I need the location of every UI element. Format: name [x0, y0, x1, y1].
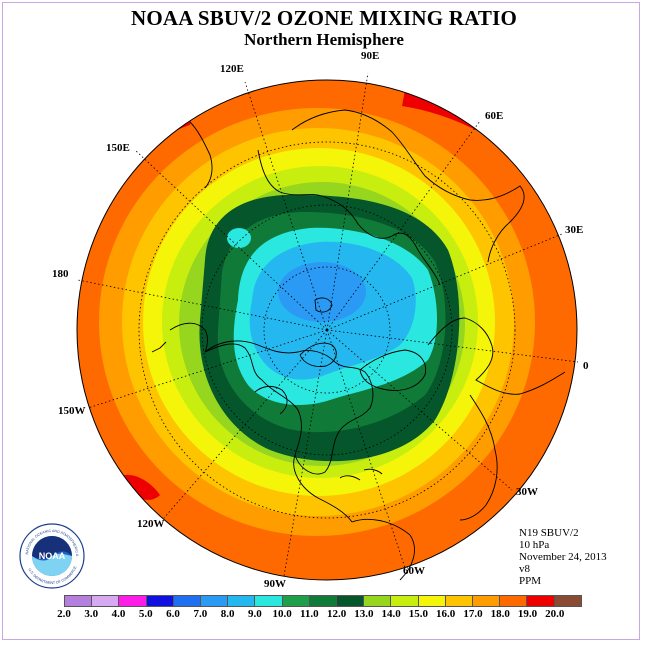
band-18-19-patch-120w — [118, 474, 160, 500]
colorbar-swatch — [445, 596, 474, 606]
coast-arctic-islands — [299, 297, 337, 367]
colorbar-tick-label: 3.0 — [84, 608, 99, 620]
lon-label-180: 180 — [52, 268, 69, 280]
colorbar-swatch — [146, 596, 174, 606]
map-subtitle: Northern Hemisphere — [244, 30, 404, 49]
colorbar-swatch — [309, 596, 338, 606]
colorbar-swatch — [364, 596, 392, 606]
colorbar-tick-label: 5.0 — [138, 608, 153, 620]
colorbar-tick-label: 19.0 — [517, 608, 538, 620]
lon-label-90e: 90E — [361, 50, 380, 62]
meridian-90e — [326, 72, 369, 331]
info-date: November 24, 2013 — [519, 551, 607, 563]
coast-south-america — [351, 518, 415, 581]
colorbar-swatch — [282, 596, 310, 606]
meridian-120w — [163, 329, 328, 519]
lon-label-150w: 150W — [58, 405, 86, 417]
graticule — [77, 72, 579, 577]
lon-label-30e: 30E — [565, 224, 584, 236]
coast-hudson-bay — [254, 385, 288, 415]
lon-label-60e: 60E — [485, 110, 504, 122]
colorbar-swatch — [201, 596, 229, 606]
colorbar-tick-label: 7.0 — [193, 608, 208, 620]
colorbar-tick-label: 17.0 — [463, 608, 483, 620]
lon-label-90w: 90W — [264, 578, 286, 590]
lon-label-30w: 30W — [516, 486, 538, 498]
cyan-blob — [227, 228, 251, 248]
lon-label-120e: 120E — [220, 63, 244, 75]
coast-alaska — [151, 322, 208, 353]
lon-label-0: 0 — [583, 360, 589, 372]
colorbar-tick-label: 16.0 — [436, 608, 456, 620]
lon-label-120w: 120W — [137, 518, 165, 530]
meridian-90w — [283, 329, 328, 577]
coast-asia — [291, 109, 525, 263]
colorbar-tick-label: 6.0 — [166, 608, 180, 620]
colorbar-tick-label: 15.0 — [408, 608, 429, 620]
colorbar-tick-label: 20.0 — [545, 608, 565, 620]
info-level: 10 hPa — [519, 539, 550, 551]
colorbar-swatch — [391, 596, 419, 606]
colorbar-swatch — [65, 596, 93, 606]
colorbar-tick-label: 12.0 — [327, 608, 347, 620]
info-instrument: N19 SBUV/2 — [519, 527, 579, 539]
lat-circle-70 — [263, 266, 391, 394]
noaa-logo: NOAA NATIONAL OCEANIC AND ATMOSPHERIC AD… — [18, 522, 85, 589]
coast-africa — [459, 394, 498, 521]
lat-circle-30 — [138, 141, 516, 519]
colorbar-swatch — [173, 596, 202, 606]
coast-greenland — [359, 349, 427, 391]
coast-north-america — [204, 340, 374, 475]
colorbar-swatch — [554, 596, 581, 606]
coast-siberia — [257, 149, 441, 286]
colorbar-tick-label: 2.0 — [57, 608, 71, 620]
meridian-60w — [326, 329, 406, 569]
colorbar-swatch — [500, 596, 528, 606]
colorbar-tick-label: 8.0 — [220, 608, 235, 620]
colorbar-tick-label: 11.0 — [300, 608, 319, 620]
colorbar-swatch — [418, 596, 446, 606]
colorbar — [64, 595, 582, 607]
colorbar-swatch — [255, 596, 283, 606]
coast-caribbean — [339, 468, 383, 481]
colorbar-swatch — [473, 596, 501, 606]
colorbar-tick-label: 14.0 — [381, 608, 401, 620]
map-border — [76, 79, 578, 581]
coast-central-america — [293, 454, 353, 523]
band-7-8 — [278, 262, 366, 322]
colorbar-tick-label: 9.0 — [247, 608, 262, 620]
colorbar-tick-label: 18.0 — [490, 608, 510, 620]
colorbar-tick-label: 13.0 — [354, 608, 374, 620]
lat-circle-50 — [201, 204, 453, 456]
meridian-30w — [326, 329, 513, 491]
colorbar-swatch — [92, 596, 120, 606]
coast-europe — [427, 317, 566, 395]
info-version: v8 — [519, 563, 530, 575]
colorbar-swatch — [228, 596, 256, 606]
coast-japan — [189, 121, 213, 189]
logo-wordmark: NOAA — [39, 551, 66, 561]
map-title: NOAA SBUV/2 OZONE MIXING RATIO — [131, 6, 517, 30]
info-units: PPM — [519, 575, 542, 587]
colorbar-swatch — [337, 596, 365, 606]
lon-label-150e: 150E — [106, 142, 130, 154]
figure-frame — [2, 2, 640, 640]
colorbar-swatch — [119, 596, 147, 606]
colorbar-tick-label: 10.0 — [272, 608, 292, 620]
colorbar-swatch — [527, 596, 555, 606]
lon-label-60w: 60W — [403, 565, 425, 577]
coastlines — [151, 109, 566, 581]
colorbar-tick-label: 4.0 — [111, 608, 126, 620]
